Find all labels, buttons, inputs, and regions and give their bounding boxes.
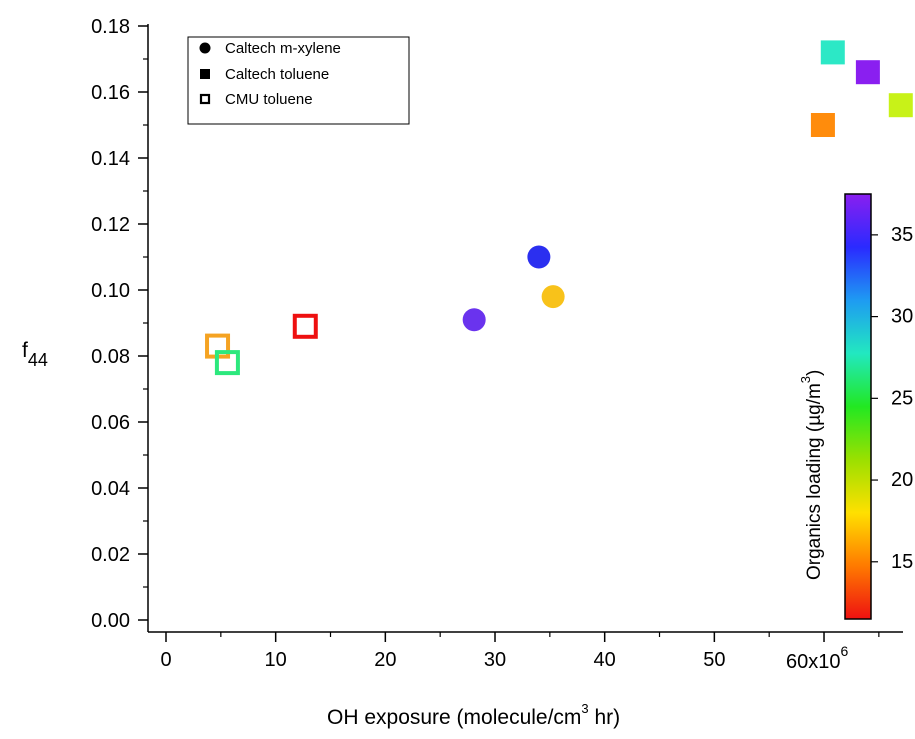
colorbar-tick-label: 35 (891, 224, 913, 246)
x-tick-exponent: 6 (841, 643, 849, 659)
colorbar-tick-label: 25 (891, 387, 913, 409)
colorbar: 15 20 25 30 35 Organics loading (µg/m3) (798, 193, 913, 620)
axes-layer: 0.00 0.02 0.04 0.06 0.08 0.10 0.12 0.14 0.16 0.18… (22, 16, 903, 729)
x-axis-title-sup: 3 (581, 701, 588, 716)
y-tick-label: 0.10 (91, 280, 130, 302)
colorbar-tick-label: 15 (891, 551, 913, 573)
x-tick-label: 50 (703, 649, 725, 671)
y-tick-label: 0.14 (91, 148, 130, 170)
x-axis-title: OH exposure (molecule/cm3 hr) (327, 701, 620, 729)
point-caltech-m-xylene (541, 285, 565, 309)
x-tick-label: 20 (374, 649, 396, 671)
point-cmu-toluene (292, 313, 318, 339)
y-tick-label: 0.08 (91, 346, 130, 368)
y-tick-label: 0.02 (91, 544, 130, 566)
colorbar-bar (844, 193, 872, 620)
colorbar-tick-label: 20 (891, 469, 913, 491)
point-caltech-m-xylene (527, 245, 551, 269)
point-cmu-toluene (214, 350, 240, 376)
y-tick-label: 0.04 (91, 478, 130, 500)
data-marks (205, 40, 913, 376)
legend-marker-circle (199, 42, 211, 54)
x-tick-label: 0 (160, 649, 171, 671)
x-tick-label: 60x106 (786, 643, 849, 673)
y-axis-title: f44 (22, 339, 48, 370)
y-axis-title-sub: 44 (28, 350, 48, 370)
legend-entry-label: CMU toluene (225, 91, 313, 108)
x-axis-title-tail: hr) (589, 706, 621, 729)
legend-entry-label: Caltech toluene (225, 66, 329, 83)
y-tick-label: 0.16 (91, 82, 130, 104)
legend: Caltech m-xylene Caltech toluene CMU tolue… (187, 36, 410, 125)
point-caltech-toluene (855, 60, 880, 85)
x-tick-label: 40 (594, 649, 616, 671)
colorbar-title-tail: ) (804, 370, 825, 376)
colorbar-title: Organics loading (µg/m3) (798, 370, 825, 580)
colorbar-title-sup: 3 (798, 376, 813, 383)
point-caltech-toluene (888, 93, 913, 118)
legend-marker-square (200, 69, 210, 79)
point-caltech-m-xylene (462, 308, 486, 332)
x-tick-label: 30 (484, 649, 506, 671)
y-tick-label: 0.06 (91, 412, 130, 434)
legend-entry-label: Caltech m-xylene (225, 40, 341, 57)
x-tick-label: 10 (265, 649, 287, 671)
legend-marker-open-square (199, 93, 211, 105)
point-caltech-toluene (820, 40, 845, 65)
y-tick-label: 0.00 (91, 610, 130, 632)
y-tick-label: 0.12 (91, 214, 130, 236)
colorbar-tick-label: 30 (891, 306, 913, 328)
legend-box (187, 36, 410, 125)
point-caltech-toluene (810, 113, 835, 137)
y-tick-label: 0.18 (91, 16, 130, 38)
